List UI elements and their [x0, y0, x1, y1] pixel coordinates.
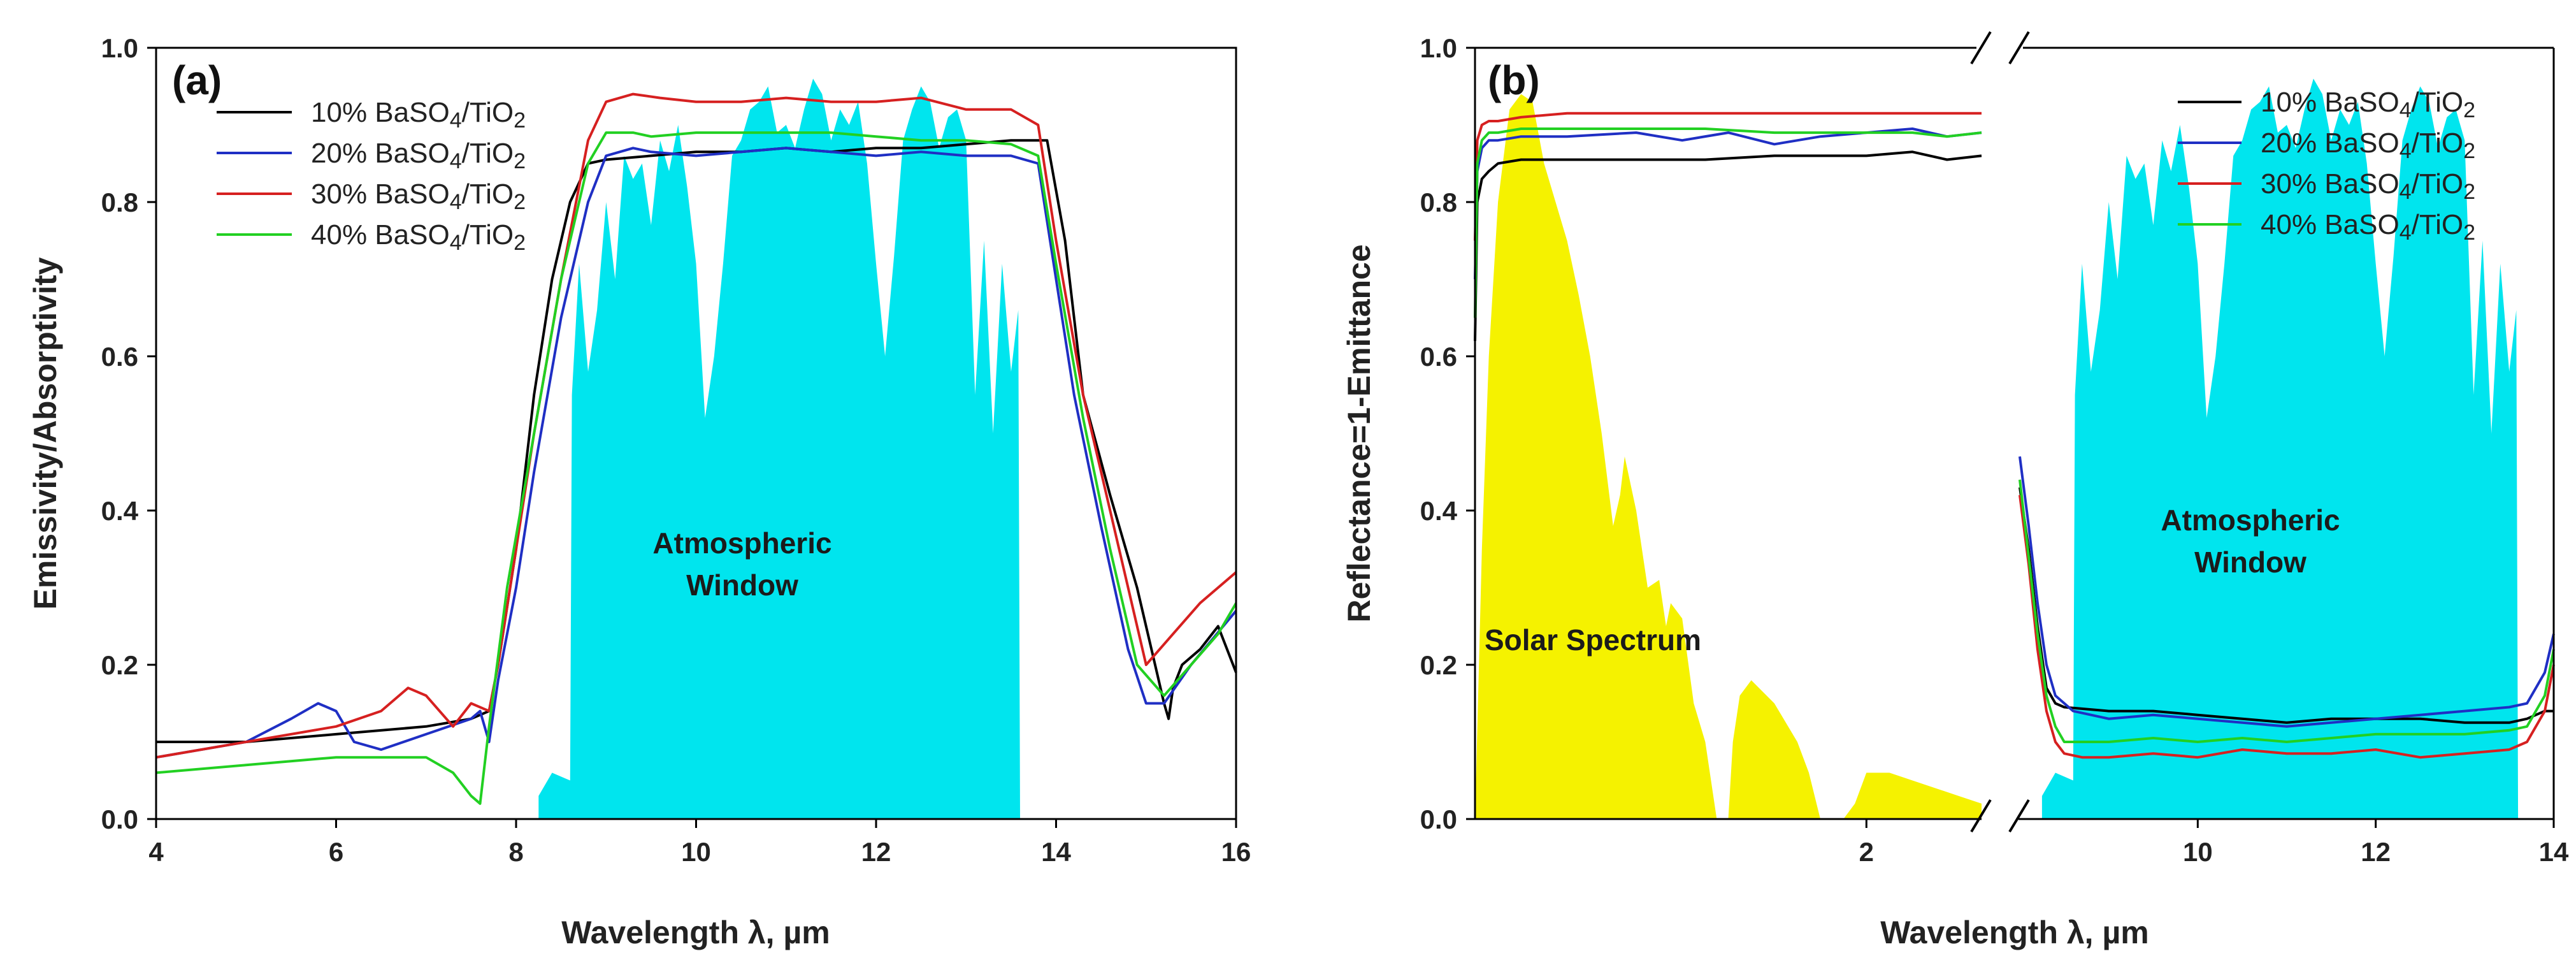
panel-a-ytick-label: 0.0 — [101, 804, 138, 834]
panel-a-xtick-label: 12 — [861, 837, 891, 867]
panel-b-ytick-label: 0.2 — [1420, 650, 1457, 680]
panel-b-xlabel: Wavelength λ, µm — [1880, 915, 2148, 950]
panel-b-legend-label: 10% BaSO4/TiO2 — [2261, 87, 2475, 122]
panel-a-legend-item: 20% BaSO4/TiO2 — [217, 138, 526, 173]
panel-b-ylabel: Reflectance=1-Emittance — [1341, 244, 1377, 622]
panel-b-legend-item: 20% BaSO4/TiO2 — [2178, 127, 2475, 163]
panel-a-legend-item: 40% BaSO4/TiO2 — [217, 219, 526, 255]
panel-b-series-line-1-solar — [1474, 150, 1982, 341]
panel-a-legend-item: 10% BaSO4/TiO2 — [217, 97, 526, 133]
panel-a-series-line-3 — [155, 92, 1237, 759]
panel-b-xtick-label: 2 — [1859, 837, 1874, 867]
panel-b-atmospheric-window-area — [2041, 78, 2519, 819]
panel-a-ytick-label: 1.0 — [101, 33, 138, 63]
panel-a-xtick-label: 14 — [1041, 837, 1071, 867]
panel-a-atmospheric-window-area — [538, 78, 1020, 819]
panel-a-ylabel: Emissivity/Absorptivity — [27, 257, 63, 609]
axis-break-marks — [1970, 31, 2030, 838]
panel-a-ytick-label: 0.6 — [101, 342, 138, 372]
panel-b-ytick-label: 0.6 — [1420, 342, 1457, 372]
panel-b-window-annotation-line-2: Window — [2194, 546, 2306, 579]
panel-b-solar-spectrum-area — [1475, 94, 1982, 820]
panel-a-ytick-label: 0.2 — [101, 650, 138, 680]
panel-a-annotation: Atmospheric Window — [652, 526, 831, 602]
panel-a-legend-label: 40% BaSO4/TiO2 — [311, 219, 526, 255]
panel-a-xtick-label: 6 — [329, 837, 343, 867]
panel-a-legend-label: 20% BaSO4/TiO2 — [311, 138, 526, 173]
panel-b-ytick-label: 0.4 — [1420, 496, 1458, 526]
panel-b-legend: 10% BaSO4/TiO2 20% BaSO4/TiO2 30% BaSO4/Ti… — [2178, 87, 2475, 245]
panel-b-legend-label: 30% BaSO4/TiO2 — [2261, 168, 2475, 204]
panel-b-series-line-2-solar — [1474, 127, 1982, 280]
panel-b-solar-annotation: Solar Spectrum — [1485, 623, 1701, 656]
panel-b-window-annotation: Atmospheric Window — [2161, 504, 2340, 579]
panel-a-ytick-label: 0.4 — [101, 496, 139, 526]
panel-b-series-line-3-ir — [2018, 495, 2555, 759]
panel-a-annotation-line-1: Atmospheric — [652, 526, 831, 560]
panel-b-xtick-label: 12 — [2361, 837, 2391, 867]
panel-b-window-annotation-line-1: Atmospheric — [2161, 504, 2340, 537]
panel-a-xtick-label: 4 — [148, 837, 164, 867]
panel-b-series-line-3-solar — [1474, 112, 1982, 241]
panel-a-chart: 4 6 8 10 12 14 16 0.0 0.2 0.4 0.6 0.8 1.0 (a) Atmos… — [27, 33, 1251, 950]
panel-b-legend-label: 40% BaSO4/TiO2 — [2261, 209, 2475, 245]
panel-b-ytick-label: 0.0 — [1420, 804, 1457, 834]
panel-a-label: (a) — [172, 57, 222, 103]
panel-a-xlabel: Wavelength λ, µm — [561, 915, 830, 950]
panel-b-series-line-4-solar — [1474, 127, 1982, 318]
panel-b-series-line-2-ir — [2018, 456, 2555, 728]
panel-a-annotation-line-2: Window — [686, 569, 798, 602]
panel-a-series-line-4 — [155, 131, 1237, 805]
panel-a-legend-label: 10% BaSO4/TiO2 — [311, 97, 526, 133]
panel-b-ytick-label: 1.0 — [1420, 33, 1457, 63]
panel-a-legend-label: 30% BaSO4/TiO2 — [311, 178, 526, 214]
panel-b-chart: 2 10 12 14 0.0 0.2 0.4 0.6 0.8 1.0 (b) Solar Spe… — [1341, 31, 2569, 950]
panel-a-xtick-label: 16 — [1221, 837, 1251, 867]
panel-b-xtick-label: 10 — [2183, 837, 2213, 867]
panel-b-ytick-label: 0.8 — [1420, 187, 1457, 217]
panel-b-xtick-label: 14 — [2539, 837, 2569, 867]
panel-a-series-line-2 — [155, 147, 1237, 759]
panel-a-legend: 10% BaSO4/TiO2 20% BaSO4/TiO2 30% BaSO4/Ti… — [217, 97, 526, 255]
panel-a-ytick-label: 0.8 — [101, 187, 138, 217]
panel-a-xtick-label: 8 — [508, 837, 523, 867]
panel-b-series-line-4-ir — [2018, 479, 2555, 743]
panel-b-legend-item: 40% BaSO4/TiO2 — [2178, 209, 2475, 245]
panel-b-legend-item: 10% BaSO4/TiO2 — [2178, 87, 2475, 122]
panel-a-xtick-label: 10 — [681, 837, 711, 867]
panel-a-legend-item: 30% BaSO4/TiO2 — [217, 178, 526, 214]
panel-b-legend-item: 30% BaSO4/TiO2 — [2178, 168, 2475, 204]
panel-b-legend-label: 20% BaSO4/TiO2 — [2261, 127, 2475, 163]
panel-b-label: (b) — [1488, 57, 1540, 103]
